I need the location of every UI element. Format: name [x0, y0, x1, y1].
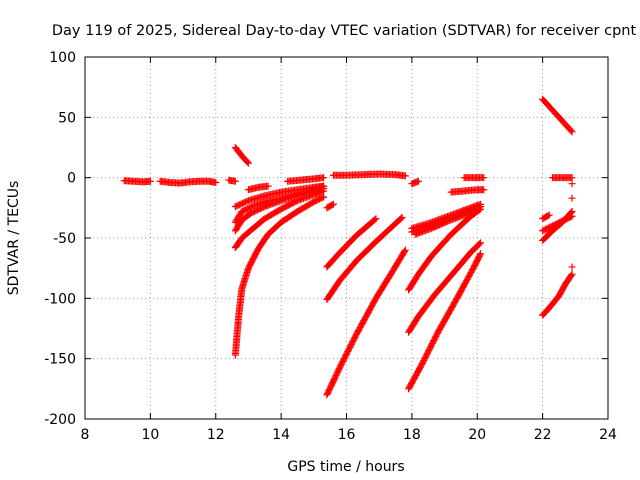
y-tick-label: 100	[49, 50, 76, 66]
data-point	[398, 213, 406, 221]
series-arc-09	[231, 182, 328, 211]
y-axis-label: SDTVAR / TECUs	[6, 181, 22, 296]
series-arc-22	[408, 203, 485, 236]
data-point	[568, 212, 576, 220]
y-tick-label: -50	[53, 231, 76, 247]
series-arc-10	[244, 182, 272, 194]
series-arc-12	[323, 200, 337, 212]
data-point	[477, 203, 485, 211]
series-arc-26	[539, 95, 576, 136]
data-point	[231, 177, 239, 185]
data-points	[120, 95, 576, 399]
data-point	[371, 216, 379, 224]
series-arc-02	[156, 177, 220, 187]
chart-title: Day 119 of 2025, Sidereal Day-to-day VTE…	[52, 23, 637, 39]
data-point	[244, 158, 252, 166]
data-point	[329, 200, 337, 208]
data-point	[568, 270, 576, 278]
series-arc-29	[539, 207, 576, 244]
data-point	[320, 193, 328, 201]
series-arc-25	[460, 174, 488, 182]
data-point	[568, 263, 576, 271]
data-point	[146, 177, 154, 185]
x-tick-label: 20	[468, 427, 486, 443]
y-tick-label: 0	[67, 171, 76, 187]
data-point	[475, 240, 483, 248]
series-arc-04	[231, 144, 252, 167]
y-tick-label: -200	[44, 412, 76, 428]
x-tick-label: 14	[272, 427, 290, 443]
data-point	[567, 271, 575, 279]
series-arc-03	[225, 176, 239, 185]
data-point	[480, 186, 488, 194]
x-tick-label: 12	[207, 427, 225, 443]
data-point	[320, 174, 328, 182]
data-point	[264, 182, 272, 190]
series-arc-11	[284, 174, 328, 185]
y-tick-label: -150	[44, 352, 76, 368]
data-point	[477, 239, 485, 247]
x-tick-label: 8	[81, 427, 90, 443]
data-point	[568, 128, 576, 136]
data-point	[477, 250, 485, 258]
data-point	[567, 213, 575, 221]
series-arc-16	[323, 246, 409, 399]
data-point	[568, 180, 576, 188]
x-tick-label: 10	[141, 427, 159, 443]
data-point	[568, 194, 576, 202]
series-arc-23	[408, 177, 422, 188]
data-point	[397, 214, 405, 222]
data-point	[480, 174, 488, 182]
x-tick-label: 16	[338, 427, 356, 443]
data-point	[244, 159, 252, 167]
data-point	[320, 182, 328, 190]
series-arc-27	[548, 174, 576, 182]
data-point	[401, 247, 409, 255]
series-arc-31	[539, 270, 576, 319]
data-point	[414, 177, 422, 185]
tick-labels: 8 10 12 14 16 18 20 22 24 -200 -150 -100 -50 0 50 100	[44, 50, 617, 443]
axis-ticks	[84, 56, 609, 420]
series-arc-19	[405, 250, 485, 393]
series-arc-13	[329, 170, 409, 180]
y-tick-label: 50	[58, 110, 76, 126]
series-arc-14	[323, 215, 380, 271]
data-point	[212, 178, 220, 186]
series-arc-18	[405, 239, 485, 336]
x-axis-label: GPS time / hours	[287, 459, 404, 475]
y-tick-label: -100	[44, 291, 76, 307]
series-isolated	[568, 180, 576, 271]
data-point	[372, 215, 380, 223]
data-point	[243, 197, 251, 205]
series-arc-05	[231, 193, 328, 359]
data-point	[568, 174, 576, 182]
series-arc-24	[447, 186, 488, 196]
x-tick-label: 24	[599, 427, 617, 443]
data-point	[545, 211, 553, 219]
x-tick-label: 22	[534, 427, 552, 443]
data-point	[401, 246, 409, 254]
data-point	[401, 172, 409, 180]
data-point	[476, 251, 484, 259]
series-arc-30	[539, 212, 576, 235]
data-point	[544, 212, 552, 220]
grid-lines	[85, 57, 608, 419]
series-arc-15	[323, 213, 406, 304]
data-point	[567, 127, 575, 135]
data-point	[318, 194, 326, 202]
data-point	[328, 201, 336, 209]
series-arc-28	[539, 211, 553, 223]
series-arc-01	[120, 177, 154, 186]
x-tick-label: 18	[403, 427, 421, 443]
